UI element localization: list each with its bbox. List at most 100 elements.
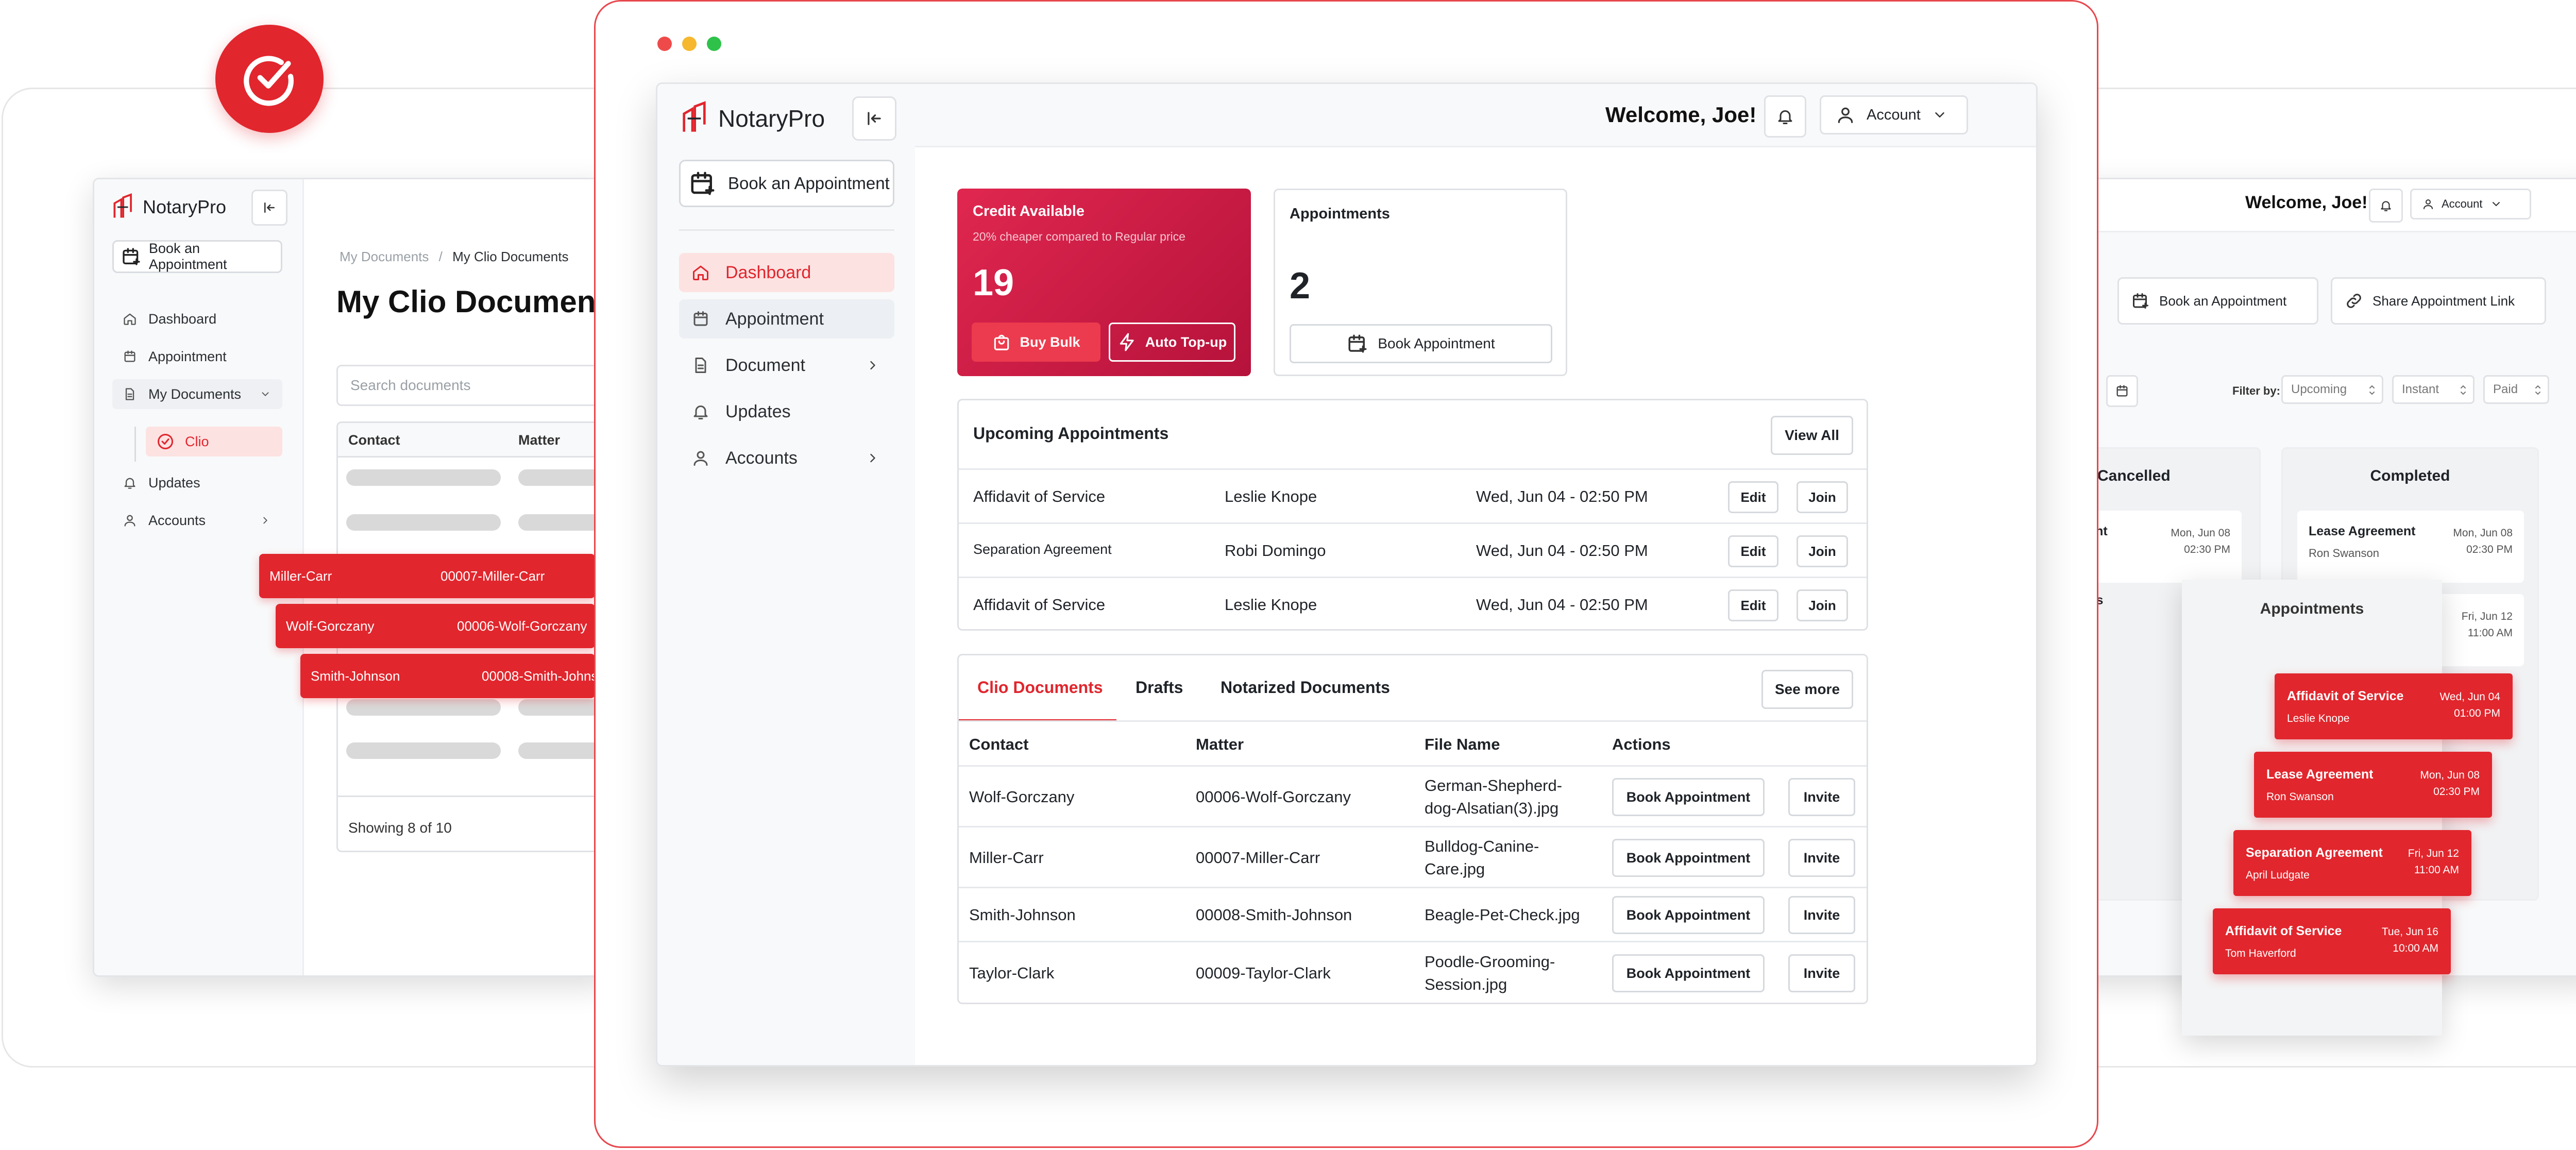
tab-clio-documents[interactable]: Clio Documents [977, 678, 1103, 697]
right-book-button[interactable]: Book an Appointment [2117, 277, 2318, 325]
share-link-button[interactable]: Share Appointment Link [2331, 277, 2546, 325]
row-contact: Smith-Johnson [969, 906, 1076, 924]
logo[interactable]: NotaryPro [678, 100, 825, 137]
left-collapse-button[interactable] [251, 190, 287, 226]
maximize-dot[interactable] [707, 37, 721, 51]
row-file: German-Shepherd-dog-Alsatian(3).jpg [1425, 774, 1562, 820]
see-more-button[interactable]: See more [1761, 670, 1853, 709]
tab-notarized-documents[interactable]: Notarized Documents [1221, 678, 1390, 697]
submenu-line [134, 427, 136, 462]
bell-icon [2381, 201, 2391, 211]
column-matter: Matter [1196, 735, 1244, 753]
account-menu-button[interactable]: Account [1820, 95, 1968, 134]
right-welcome: Welcome, Joe! [2245, 193, 2368, 212]
sidebar-item-label: Dashboard [725, 262, 811, 282]
tab-drafts[interactable]: Drafts [1136, 678, 1183, 697]
updown-icon [2535, 385, 2540, 395]
notifications-button[interactable] [1764, 95, 1806, 138]
view-all-button[interactable]: View All [1771, 416, 1853, 455]
completed-card[interactable]: Lease Agreement Ron Swanson Mon, Jun 08 0… [2297, 511, 2524, 583]
sidebar-divider [679, 229, 894, 231]
left-nav-appointment[interactable]: Appointment [112, 342, 282, 371]
collapse-icon [264, 202, 275, 213]
column-actions: Actions [1612, 735, 1671, 753]
book-appointment-row-button[interactable]: Book Appointment [1612, 896, 1765, 934]
appointment-card[interactable]: Affidavit of Service Tom Haverford Tue, … [2213, 908, 2451, 974]
left-breadcrumb: My Documents / My Clio Documents [340, 249, 569, 265]
auto-topup-button[interactable]: Auto Top-up [1109, 323, 1235, 362]
filter-type-select[interactable]: Instant [2392, 375, 2475, 404]
book-appointment-button[interactable]: Book an Appointment [679, 160, 894, 207]
join-button[interactable]: Join [1797, 481, 1848, 513]
calendar-plus-icon [1348, 334, 1367, 353]
home-icon [124, 313, 136, 325]
skeleton-bar [346, 469, 501, 486]
left-nav-clio[interactable]: Clio [146, 427, 282, 456]
filter-status-select[interactable]: Upcoming [2281, 375, 2383, 404]
card-time-line: 02:30 PM [2433, 786, 2480, 798]
appointment-card[interactable]: Lease Agreement Ron Swanson Mon, Jun 08 0… [2254, 752, 2492, 818]
left-search-input[interactable]: Search documents [336, 365, 609, 406]
calendar-icon [2116, 385, 2128, 397]
row-file: Beagle-Pet-Check.jpg [1425, 904, 1580, 926]
skeleton-bar [346, 699, 501, 716]
card-title: Lease Agreement [2266, 767, 2374, 782]
invite-button[interactable]: Invite [1788, 839, 1855, 877]
left-nav-dashboard[interactable]: Dashboard [112, 304, 282, 334]
row-file: Bulldog-Canine- Care.jpg [1425, 835, 1539, 881]
invite-button[interactable]: Invite [1788, 896, 1855, 934]
right-bell-button[interactable] [2369, 189, 2403, 223]
card-date: Fri, Jun 12 11:00 AM [2462, 608, 2513, 641]
edit-button[interactable]: Edit [1728, 535, 1778, 567]
skeleton-bar [346, 742, 501, 759]
sidebar-item-accounts[interactable]: Accounts [679, 438, 894, 478]
appointment-card[interactable]: Affidavit of Service Leslie Knope Wed, J… [2275, 673, 2513, 739]
appointment-card[interactable]: Separation Agreement April Ludgate Fri, … [2233, 830, 2471, 896]
sidebar-item-document[interactable]: Document [679, 346, 894, 385]
book-appointment-row-button[interactable]: Book Appointment [1612, 954, 1765, 992]
left-table-divider [338, 796, 609, 797]
buy-bulk-button[interactable]: Buy Bulk [972, 323, 1100, 362]
sidebar-item-dashboard[interactable]: Dashboard [679, 253, 894, 292]
collapse-sidebar-button[interactable] [852, 96, 896, 141]
account-label: Account [1867, 106, 1921, 123]
sidebar-item-appointment[interactable]: Appointment [679, 299, 894, 339]
sidebar-item-updates[interactable]: Updates [679, 392, 894, 431]
invite-button[interactable]: Invite [1788, 954, 1855, 992]
book-appointment-row-button[interactable]: Book Appointment [1612, 839, 1765, 877]
left-book-button[interactable]: Book an Appointment [112, 240, 282, 273]
filter-payment-select[interactable]: Paid [2483, 375, 2549, 404]
edit-button[interactable]: Edit [1728, 481, 1778, 513]
chevron-down-icon [262, 392, 269, 396]
book-appointment-card-button[interactable]: Book Appointment [1290, 324, 1552, 363]
close-dot[interactable] [657, 37, 672, 51]
floating-row: Miller-Carr 00007-Miller-Carr [259, 554, 595, 598]
right-account-button[interactable]: Account [2410, 189, 2531, 219]
table-row: Wolf-Gorczany 00006-Wolf-Gorczany German… [959, 767, 1867, 827]
card-title: Affidavit of Service [2225, 924, 2342, 938]
left-nav-my-documents[interactable]: My Documents [112, 379, 282, 409]
row-contact: Wolf-Gorczany [969, 788, 1075, 806]
book-appointment-row-button[interactable]: Book Appointment [1612, 778, 1765, 816]
card-date: Mon, Jun 08 02:30 PM [2420, 767, 2480, 800]
appointment-time: Wed, Jun 04 - 02:50 PM [1476, 487, 1648, 505]
appointment-person: Leslie Knope [1225, 487, 1317, 505]
card-person: Tom Haverford [2225, 948, 2296, 959]
join-button[interactable]: Join [1797, 589, 1848, 621]
breadcrumb-current: My Clio Documents [452, 249, 569, 264]
left-nav-updates[interactable]: Updates [112, 468, 282, 498]
edit-button[interactable]: Edit [1728, 589, 1778, 621]
left-nav-accounts[interactable]: Accounts [112, 505, 282, 535]
brand-name: NotaryPro [718, 105, 825, 132]
minimize-dot[interactable] [682, 37, 697, 51]
join-button[interactable]: Join [1797, 535, 1848, 567]
invite-button[interactable]: Invite [1788, 778, 1855, 816]
left-nav-label: Accounts [148, 512, 206, 528]
main-content: Credit Available 20% cheaper compared to… [915, 147, 2036, 1065]
floating-row: Smith-Johnson 00008-Smith-Johnson [300, 654, 595, 698]
table-row: Taylor-Clark 00009-Taylor-Clark Poodle-G… [959, 942, 1867, 1003]
file-line: Bulldog-Canine- [1425, 837, 1539, 855]
appointment-time: Wed, Jun 04 - 02:50 PM [1476, 596, 1648, 614]
breadcrumb-link[interactable]: My Documents [340, 249, 429, 264]
date-filter-button[interactable] [2106, 375, 2138, 407]
